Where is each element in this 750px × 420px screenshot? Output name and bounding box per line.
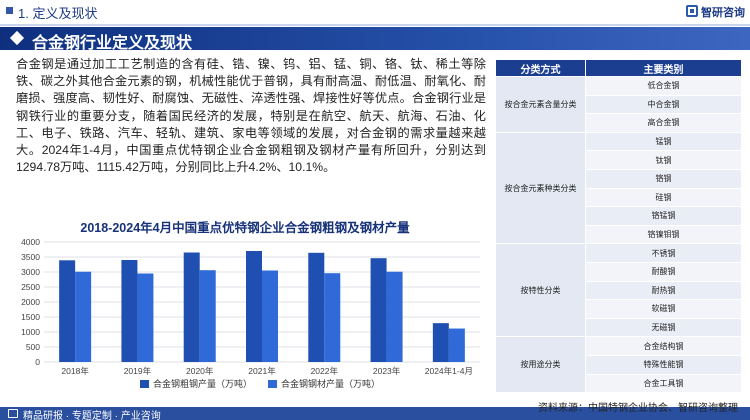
table-item-cell: 锰钢 [585,131,742,152]
table-category-cell: 按用途分类 [495,336,586,394]
bar-crude-steel [121,260,138,362]
y-tick-label: 500 [26,342,40,352]
table-item-cell: 钛钢 [585,150,742,170]
section-title: 1. 定义及现状 [18,6,98,21]
table-row: 合金工具钢 [496,373,742,394]
intro-paragraph: 合金钢是通过加工工艺制造的含有硅、锆、镍、钨、铝、锰、铜、铬、钛、稀土等除铁、碳… [16,57,486,175]
source-note: 资料来源：中国特钢企业协会、智研咨询整理 [538,403,738,414]
table-item-cell: 无磁钢 [585,317,742,338]
footer: 精品研报 · 专题定制 · 产业咨询 资料来源：中国特钢企业协会、智研咨询整理 [0,398,750,420]
chart-legend: 合金钢粗钢产量（万吨） 合金钢钢材产量（万吨） [140,377,380,390]
y-tick-label: 3500 [21,252,40,262]
legend-item-rolled: 合金钢钢材产量（万吨） [268,377,380,390]
legend-label-rolled: 合金钢钢材产量（万吨） [281,379,381,389]
y-tick-label: 1000 [21,327,40,337]
table-header-method: 分类方式 [495,59,586,77]
y-tick-label: 0 [35,357,40,367]
y-tick-label: 3000 [21,267,40,277]
table-item-cell: 耐热钢 [585,280,742,301]
table-category-cell: 按特性分类 [495,243,586,338]
table-item-cell: 铬镍钼钢 [585,224,742,245]
bar-crude-steel [432,323,449,362]
table-row: 中合金钢 [496,94,742,115]
table-item-cell: 硅钢 [585,187,742,208]
bar-crude-steel [308,252,325,362]
bar-crude-steel [183,252,200,362]
table-item-cell: 铬钢 [585,168,742,189]
diamond-icon [9,30,25,46]
title-banner: 合金钢行业定义及现状 [0,27,750,52]
y-tick-label: 2000 [21,297,40,307]
table-category-cell: 按合金元素含量分类 [495,76,586,133]
y-tick-label: 2500 [21,282,40,292]
book-icon [8,409,18,418]
brand-logo-icon [686,5,698,17]
header-divider [0,24,750,26]
table-item-cell: 不锈钢 [585,243,742,263]
x-tick-label: 2024年1-4月 [425,366,473,376]
table-item-cell: 软磁钢 [585,299,742,319]
bar-crude-steel [246,251,262,362]
chart-title: 2018-2024年4月中国重点优特钢企业合金钢粗钢及钢材产量 [80,221,410,235]
legend-swatch-rolled [268,379,278,388]
legend-label-crude: 合金钢粗钢产量（万吨） [153,379,253,389]
chart-svg: 0 500 1000 1500 2000 2500 3000 3500 4000 2018年 201… [21,237,480,376]
table-row: 按合金元素含量分类 低合金钢 [495,76,742,133]
x-tick-label: 2020年 [186,366,214,376]
bar-rolled-steel [448,328,465,362]
bar-chart: 0 500 1000 1500 2000 2500 3000 3500 4000 2018年 201… [10,236,490,392]
legend-item-crude: 合金钢粗钢产量（万吨） [140,377,252,390]
x-tick-label: 2018年 [61,366,89,376]
bar-rolled-steel [262,270,278,362]
bar-crude-steel [59,260,76,362]
table-item-cell: 高合金钢 [585,113,742,133]
table-item-cell: 特殊性能钢 [585,354,742,375]
bar-rolled-steel [386,271,403,362]
bar-rolled-steel [137,273,154,362]
table-header-category: 主要类别 [585,59,742,77]
section-marker-icon [6,7,13,14]
top-header: 1. 定义及现状 智研咨询 [0,0,750,24]
bar-rolled-steel [199,270,216,362]
table-row: 铬镍钼钢 [496,224,742,245]
x-tick-label: 2022年 [311,366,339,376]
table-row: 按用途分类 合金结构钢 [495,336,742,394]
table-row: 特殊性能钢 [496,354,742,375]
x-tick-label: 2021年 [248,366,276,376]
table-item-cell: 合金结构钢 [585,336,742,356]
table-item-cell: 耐酸钢 [585,261,742,282]
table-item-cell: 中合金钢 [585,94,742,115]
bar-crude-steel [370,258,387,362]
x-tick-label: 2019年 [124,366,152,376]
table-category-cell: 按合金元素种类分类 [495,131,586,245]
footer-slogan: 精品研报 · 专题定制 · 产业咨询 [23,411,161,420]
bar-rolled-steel [75,271,92,362]
table-header-row: 分类方式 主要类别 [495,59,742,77]
legend-swatch-crude [140,379,149,388]
table-row: 按合金元素种类分类 锰钢 [495,131,742,245]
table-row: 按特性分类 不锈钢 [495,243,742,338]
table-item-cell: 铬锰钢 [585,206,742,226]
x-tick-label: 2023年 [373,366,401,376]
table-row: 软磁钢 [496,299,742,319]
classification-table: 分类方式 主要类别 按合金元素含量分类 低合金钢 中合金钢 高合金钢 按合金元素种类分类… [495,59,742,394]
table-row: 铬钢 [496,168,742,189]
footer-strip: 精品研报 · 专题定制 · 产业咨询 [0,407,750,420]
y-tick-label: 4000 [21,237,40,247]
bar-rolled-steel [324,273,341,362]
table-item-cell: 合金工具钢 [585,373,742,394]
table-row: 无磁钢 [496,317,742,338]
page-title: 合金钢行业定义及现状 [32,35,193,52]
y-tick-label: 1500 [21,312,40,322]
table-item-cell: 低合金钢 [585,76,742,96]
table-row: 硅钢 [496,187,742,208]
table-row: 耐热钢 [496,280,742,301]
brand-logo-text: 智研咨询 [701,7,745,19]
table-row: 耐酸钢 [496,261,742,282]
